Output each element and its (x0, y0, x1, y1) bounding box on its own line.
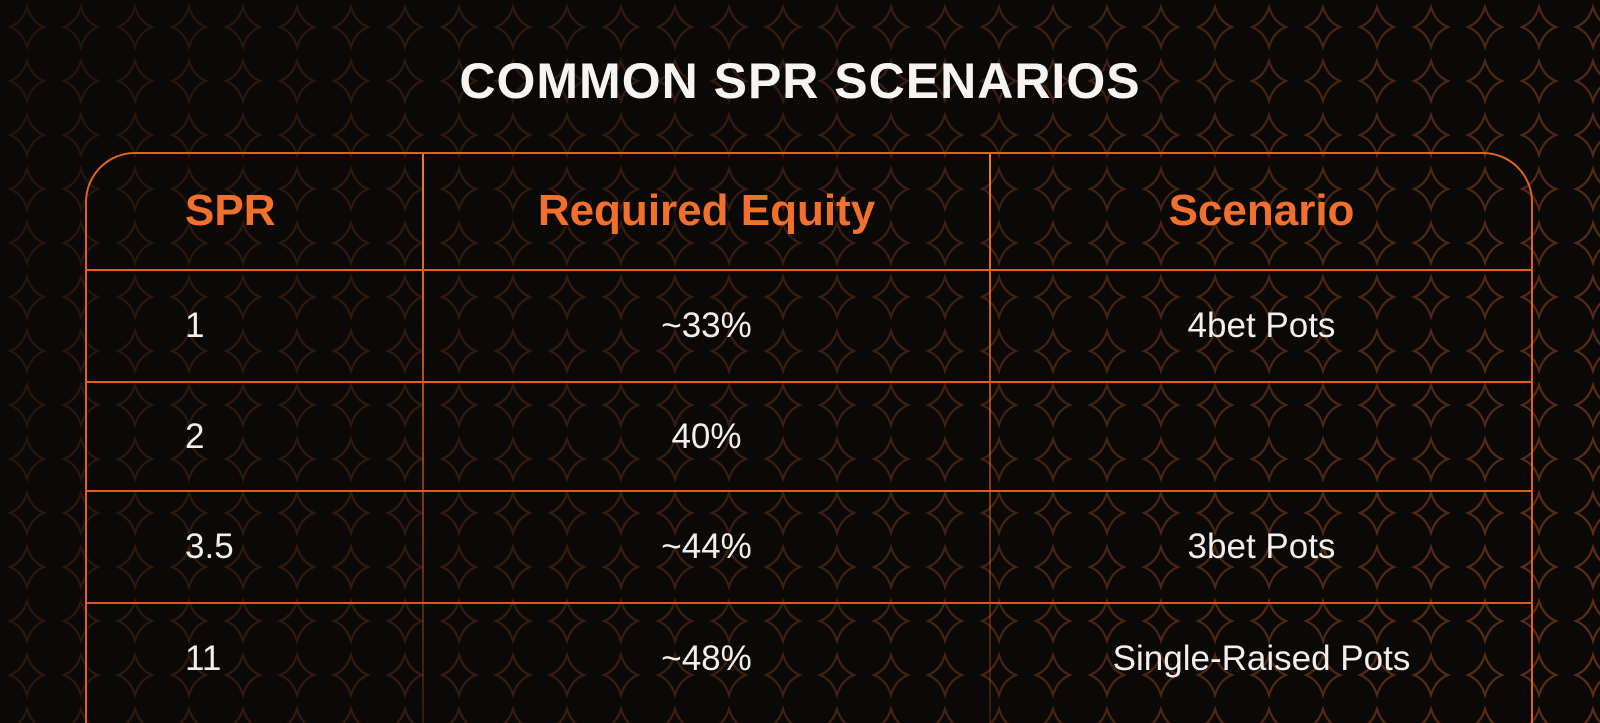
spr-table: SPR Required Equity Scenario 1 ~33% 4bet… (85, 152, 1533, 723)
column-divider-2 (989, 152, 991, 723)
column-header-required-equity: Required Equity (537, 185, 876, 235)
spr-cell-row3: 3.5 (85, 490, 423, 602)
spr-cell-row1: 1 (85, 269, 423, 381)
scenario-cell-row2 (990, 381, 1533, 490)
spr-table-grid: SPR Required Equity Scenario 1 ~33% 4bet… (85, 152, 1533, 714)
page-title: COMMON SPR SCENARIOS (459, 53, 1141, 109)
equity-cell-row3: ~44% (423, 490, 990, 602)
column-header-spr: SPR (185, 185, 276, 235)
equity-cell-row1: ~33% (423, 269, 990, 381)
spr-cell-row4: 11 (85, 602, 423, 714)
column-divider-1 (422, 152, 424, 723)
spr-cell-row2: 2 (85, 381, 423, 490)
scenario-cell-row3: 3bet Pots (990, 490, 1533, 602)
equity-cell-row2: 40% (423, 381, 990, 490)
column-header-scenario: Scenario (1168, 185, 1355, 235)
scenario-cell-row4: Single-Raised Pots (990, 602, 1533, 714)
scenario-cell-row1: 4bet Pots (990, 269, 1533, 381)
equity-cell-row4: ~48% (423, 602, 990, 714)
